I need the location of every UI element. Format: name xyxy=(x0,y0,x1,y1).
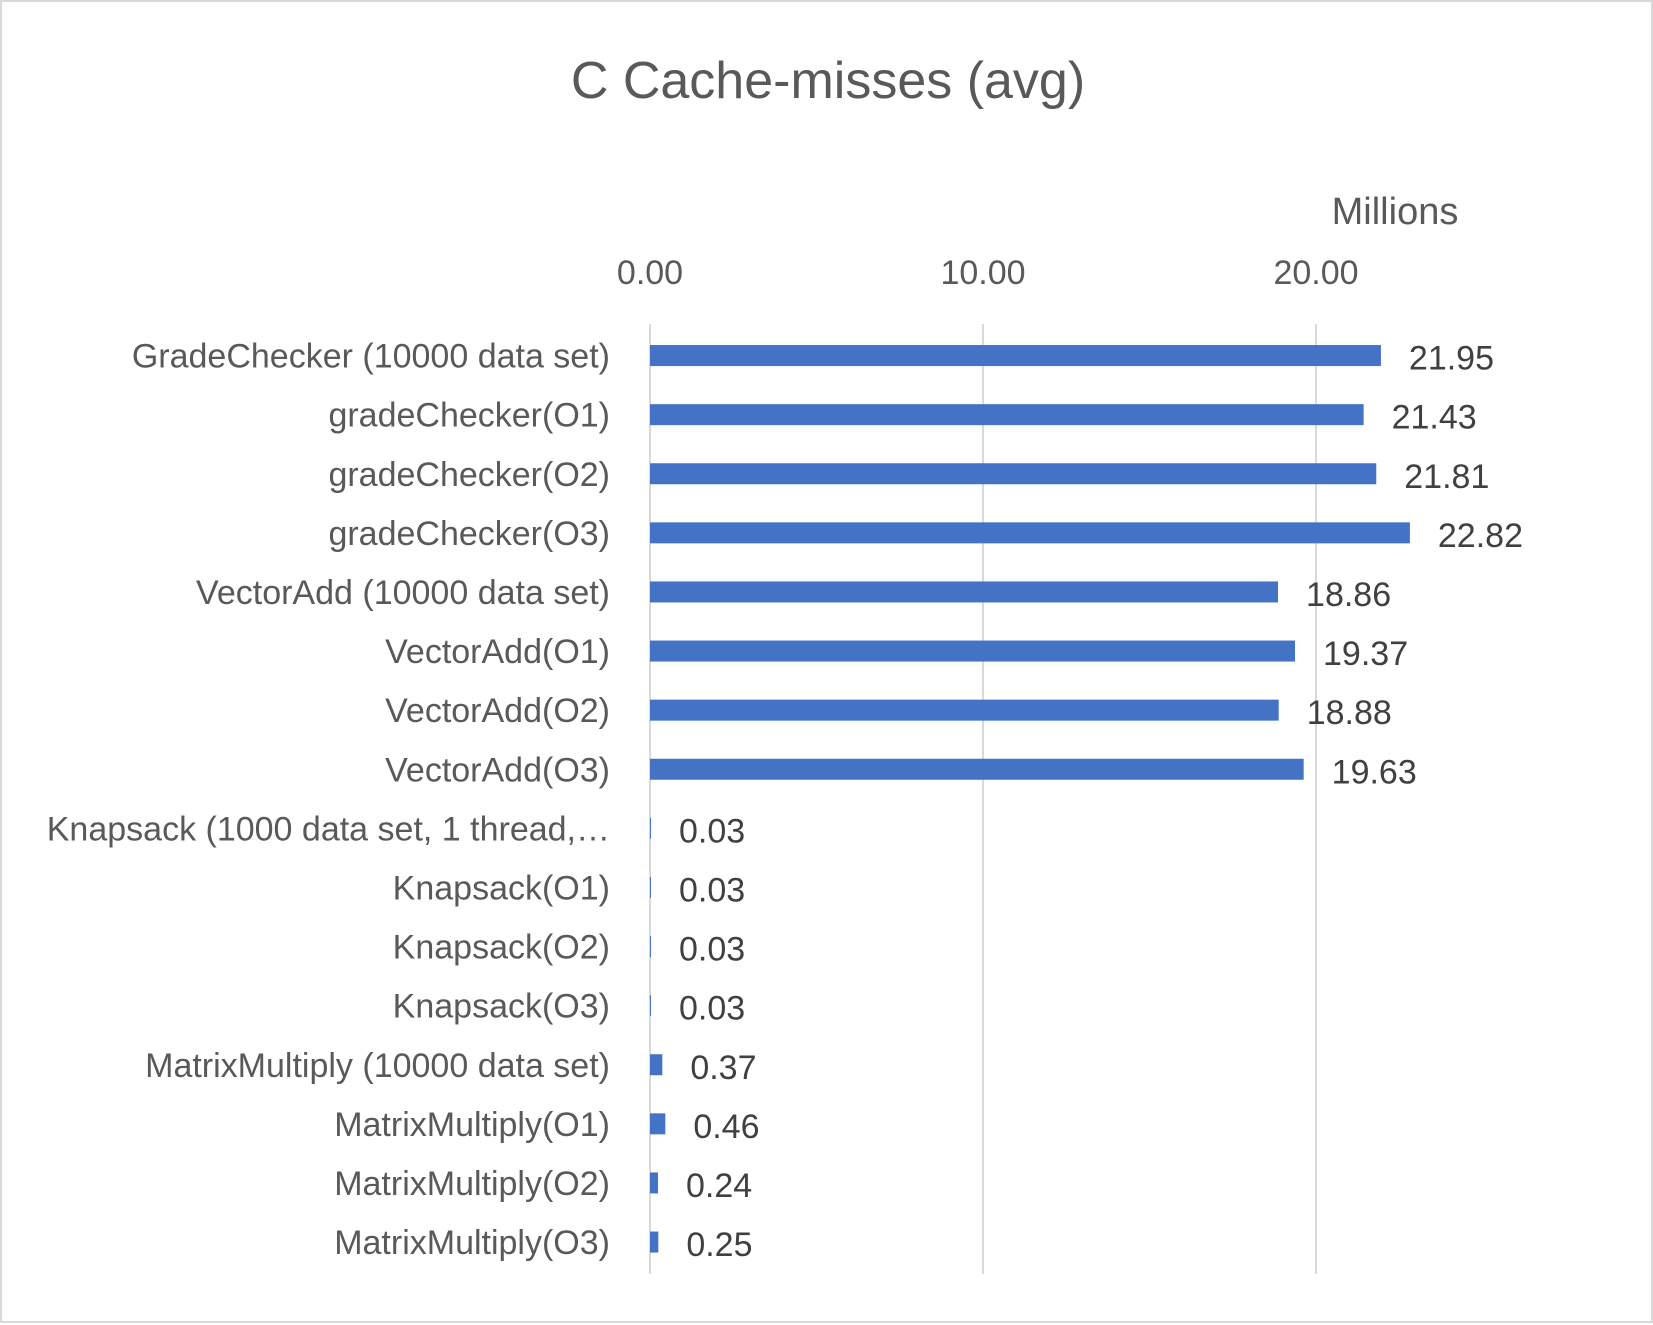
bar xyxy=(650,581,1279,603)
data-label: 21.95 xyxy=(1409,340,1494,378)
category-label: Knapsack(O3) xyxy=(393,988,610,1026)
data-label: 0.25 xyxy=(686,1226,752,1264)
data-label: 0.03 xyxy=(679,931,745,969)
category-label: MatrixMultiply (10000 data set) xyxy=(145,1047,610,1085)
x-axis-ticks: 0.00 10.00 20.00 xyxy=(617,254,1359,292)
category-label: GradeChecker (10000 data set) xyxy=(132,338,610,376)
data-label: 22.82 xyxy=(1438,517,1523,555)
bar xyxy=(650,404,1364,426)
data-label: 18.88 xyxy=(1307,694,1392,732)
bar xyxy=(650,1113,666,1135)
data-label: 0.24 xyxy=(686,1167,752,1205)
bar xyxy=(650,699,1279,721)
x-tick-label: 20.00 xyxy=(1273,254,1358,292)
bar xyxy=(650,1054,663,1076)
bar xyxy=(650,876,651,898)
bar xyxy=(650,936,651,958)
category-labels: GradeChecker (10000 data set) gradeChecke… xyxy=(47,338,610,1263)
category-label: Knapsack(O1) xyxy=(393,869,610,907)
data-label: 0.37 xyxy=(690,1049,756,1087)
data-label: 18.86 xyxy=(1306,576,1391,614)
bar xyxy=(650,758,1304,780)
category-label: VectorAdd(O3) xyxy=(385,751,610,789)
x-tick-label: 10.00 xyxy=(940,254,1025,292)
data-label: 0.46 xyxy=(693,1108,759,1146)
bar xyxy=(650,463,1377,485)
category-label: MatrixMultiply(O1) xyxy=(334,1106,610,1144)
category-label: VectorAdd (10000 data set) xyxy=(196,574,610,612)
bar xyxy=(650,345,1381,367)
category-label: gradeChecker(O2) xyxy=(328,456,610,494)
data-label: 19.63 xyxy=(1332,753,1417,791)
data-label: 19.37 xyxy=(1323,635,1408,673)
bar xyxy=(650,817,651,839)
category-label: MatrixMultiply(O3) xyxy=(334,1224,610,1262)
category-label: MatrixMultiply(O2) xyxy=(334,1165,610,1203)
category-label: gradeChecker(O1) xyxy=(328,397,610,435)
bar xyxy=(650,640,1296,662)
axis-unit-label: Millions xyxy=(1332,191,1459,233)
data-label: 21.43 xyxy=(1392,399,1477,437)
data-label: 0.03 xyxy=(679,812,745,850)
bar xyxy=(650,522,1410,544)
data-label: 21.81 xyxy=(1404,458,1489,496)
data-label: 0.03 xyxy=(679,990,745,1028)
bar xyxy=(650,1231,659,1253)
bars xyxy=(650,345,1410,1253)
bar xyxy=(650,995,651,1017)
category-label: gradeChecker(O3) xyxy=(328,515,610,553)
category-label: VectorAdd(O1) xyxy=(385,633,610,671)
category-label: VectorAdd(O2) xyxy=(385,692,610,730)
category-label: Knapsack(O2) xyxy=(393,929,610,967)
x-tick-label: 0.00 xyxy=(617,254,683,292)
data-labels: 21.95 21.43 21.81 22.82 18.86 19.37 18.88 19.63… xyxy=(679,340,1523,1265)
chart-title: C Cache-misses (avg) xyxy=(571,52,1085,110)
category-label: Knapsack (1000 data set, 1 thread,… xyxy=(47,810,610,848)
data-label: 0.03 xyxy=(679,871,745,909)
bar xyxy=(650,1172,658,1194)
